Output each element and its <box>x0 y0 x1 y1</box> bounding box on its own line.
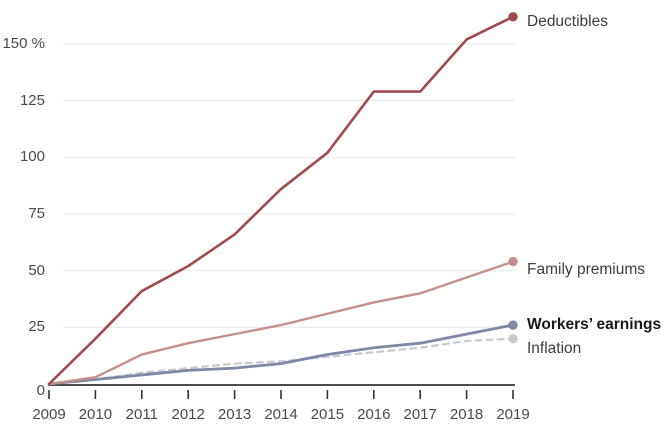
y-axis-tick-label: 25 <box>28 318 45 336</box>
x-axis-year-label: 2013 <box>217 406 252 423</box>
y-axis-tick-label: 125 <box>19 91 45 109</box>
series-end-dot-3 <box>508 333 518 344</box>
series-label-workers-earnings: Workers’ earnings <box>527 316 662 333</box>
x-axis-year-label: 2017 <box>403 406 437 423</box>
series-label-deductibles: Deductibles <box>527 13 608 30</box>
y-axis-tick-label: 75 <box>28 204 45 222</box>
x-axis-year-label: 2015 <box>310 406 345 423</box>
series-line-1 <box>47 260 515 386</box>
x-axis-year-label: 2010 <box>78 406 113 423</box>
series-line-0 <box>47 15 515 386</box>
series-line-2 <box>47 323 515 386</box>
x-axis-year-label: 2009 <box>32 406 66 423</box>
x-axis-year-label: 2019 <box>496 406 530 423</box>
y-axis-tick-label: 50 <box>28 261 45 279</box>
y-axis-tick-label: 100 <box>19 148 45 166</box>
x-axis-year-label: 2014 <box>264 406 298 423</box>
series-end-dot-0 <box>508 12 518 22</box>
x-axis-year-label: 2016 <box>357 406 391 423</box>
x-axis-year-label: 2011 <box>125 406 158 423</box>
x-axis-year-label: 2012 <box>171 406 205 423</box>
y-axis-tick-label: 0 <box>36 382 45 399</box>
series-line-3 <box>47 337 515 386</box>
series-end-dot-1 <box>508 256 518 267</box>
y-axis-tick-label: 150 % <box>2 34 45 52</box>
x-axis-year-label: 2018 <box>449 406 484 423</box>
series-end-dot-2 <box>508 320 518 330</box>
series-label-inflation: Inflation <box>527 340 582 357</box>
series-label-family-premiums: Family premiums <box>527 261 645 278</box>
